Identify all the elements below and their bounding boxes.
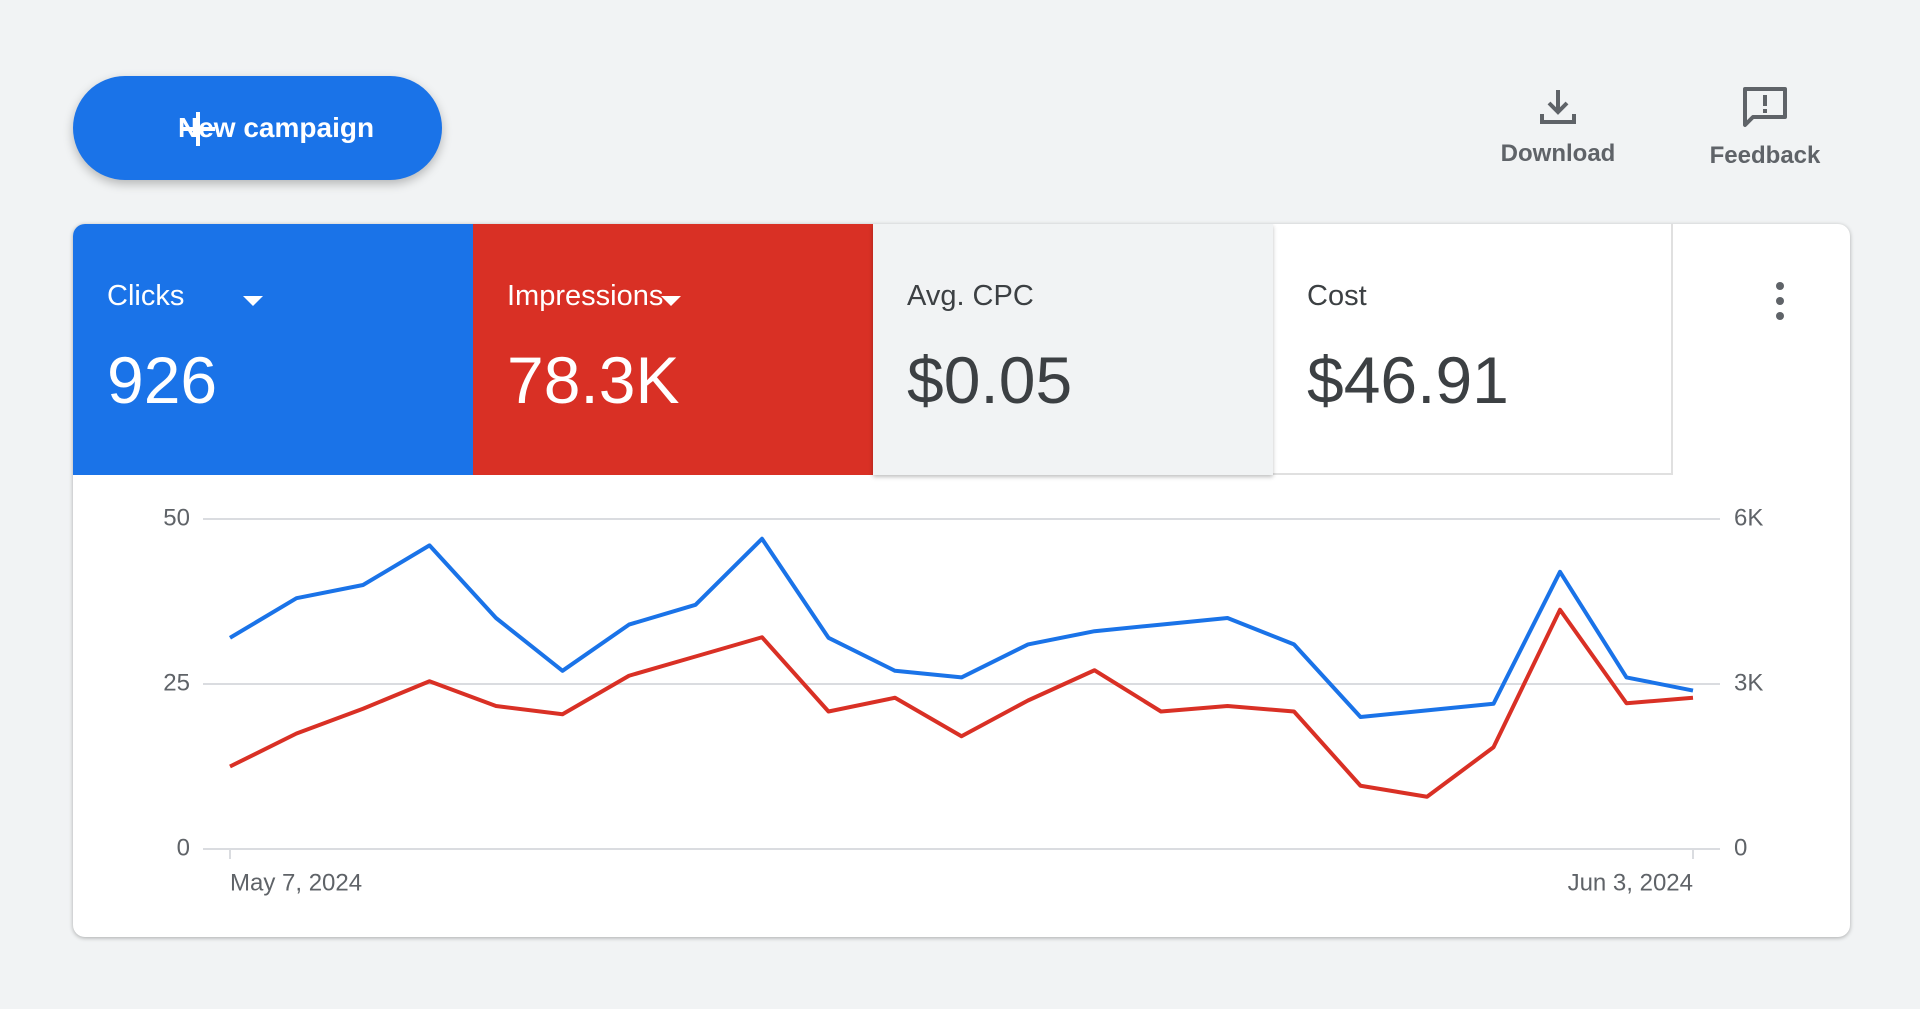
download-icon [1540,90,1576,124]
metric-tile[interactable]: Impressions 78.3K [473,224,873,475]
y2-tick-label: 6K [1734,504,1763,531]
metric-tile[interactable]: Clicks 926 [73,224,473,475]
series-line [228,536,1694,719]
x-tick-label: Jun 3, 2024 [1568,869,1693,896]
more-menu[interactable] [1770,281,1790,321]
feedback-label: Feedback [1709,142,1821,169]
y2-tick-label: 0 [1734,834,1747,861]
feedback-button[interactable]: Feedback [1685,86,1845,170]
feedback-icon [1743,87,1787,127]
metric-label: Avg. CPC [907,280,1034,312]
metric-tile[interactable]: Avg. CPC $0.05 [873,224,1273,475]
y-tick-label: 0 [177,834,190,861]
y-tick-label: 50 [163,504,190,531]
x-tick-label: May 7, 2024 [230,869,362,896]
metric-tile[interactable]: Cost $46.91 [1273,224,1673,475]
chart: 0 25 50 0 3K 6K May 7, 2024 Jun 3, 2024 [163,504,1763,896]
metric-label: Impressions [507,280,664,312]
metric-value: 78.3K [507,343,680,417]
metric-value: 926 [107,343,218,417]
plus-icon [181,112,215,146]
metric-label: Cost [1307,280,1367,312]
series-line [229,607,1694,799]
performance-card: Clicks 926 Impressions 78.3K Avg. CPC $0… [73,224,1850,937]
dropdown-arrow [661,296,681,306]
new-campaign-button[interactable]: New campaign [73,76,442,180]
download-label: Download [1500,140,1616,167]
button-label: New campaign [178,112,375,143]
metric-value: $0.05 [907,343,1073,417]
metric-label: Clicks [107,280,185,312]
y-tick-label: 25 [163,669,190,696]
metric-value: $46.91 [1307,343,1509,417]
dropdown-arrow [243,296,263,306]
download-button[interactable]: Download [1478,86,1638,168]
y2-tick-label: 3K [1734,669,1763,696]
